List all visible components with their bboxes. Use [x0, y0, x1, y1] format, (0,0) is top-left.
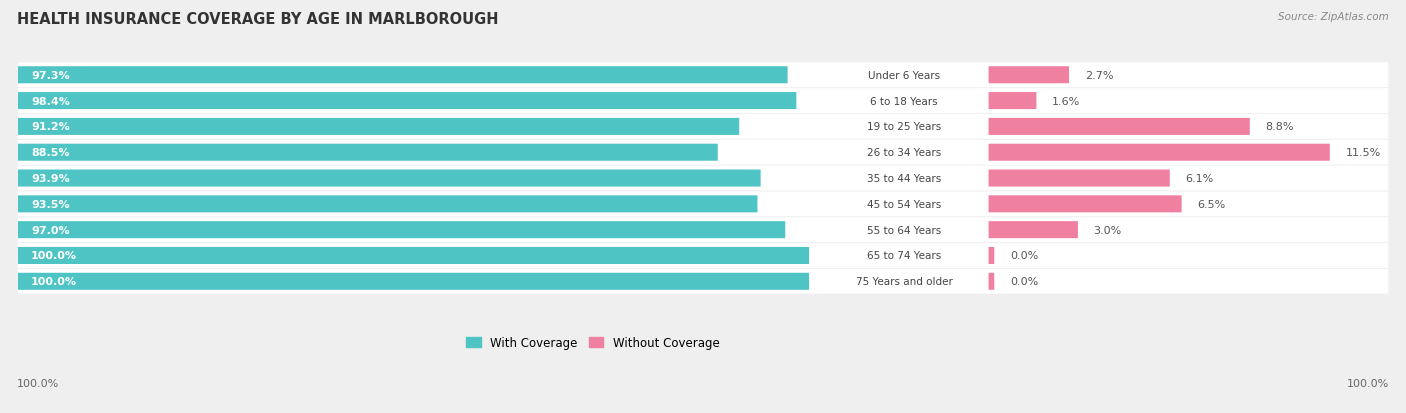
FancyBboxPatch shape: [988, 196, 1181, 213]
FancyBboxPatch shape: [18, 89, 1388, 114]
Text: 6.5%: 6.5%: [1198, 199, 1226, 209]
FancyBboxPatch shape: [18, 93, 796, 110]
Text: 45 to 54 Years: 45 to 54 Years: [868, 199, 941, 209]
FancyBboxPatch shape: [988, 144, 1330, 161]
Text: 100.0%: 100.0%: [31, 251, 77, 261]
Text: 11.5%: 11.5%: [1346, 148, 1381, 158]
Text: HEALTH INSURANCE COVERAGE BY AGE IN MARLBOROUGH: HEALTH INSURANCE COVERAGE BY AGE IN MARL…: [17, 12, 498, 27]
Text: 93.9%: 93.9%: [31, 173, 70, 184]
Legend: With Coverage, Without Coverage: With Coverage, Without Coverage: [467, 336, 720, 349]
Text: 35 to 44 Years: 35 to 44 Years: [868, 173, 941, 184]
Text: 3.0%: 3.0%: [1094, 225, 1122, 235]
FancyBboxPatch shape: [18, 244, 1388, 268]
FancyBboxPatch shape: [18, 218, 1388, 242]
FancyBboxPatch shape: [18, 269, 1388, 294]
FancyBboxPatch shape: [988, 247, 994, 264]
Text: 91.2%: 91.2%: [31, 122, 70, 132]
Text: 75 Years and older: 75 Years and older: [856, 277, 952, 287]
Text: 100.0%: 100.0%: [31, 277, 77, 287]
Text: 26 to 34 Years: 26 to 34 Years: [868, 148, 941, 158]
FancyBboxPatch shape: [18, 67, 787, 84]
Text: 1.6%: 1.6%: [1052, 96, 1080, 106]
Text: 2.7%: 2.7%: [1084, 71, 1114, 81]
FancyBboxPatch shape: [18, 273, 808, 290]
Text: 19 to 25 Years: 19 to 25 Years: [868, 122, 941, 132]
Text: 97.0%: 97.0%: [31, 225, 69, 235]
FancyBboxPatch shape: [18, 170, 761, 187]
FancyBboxPatch shape: [18, 192, 1388, 217]
Text: 6 to 18 Years: 6 to 18 Years: [870, 96, 938, 106]
FancyBboxPatch shape: [18, 115, 1388, 140]
Text: 55 to 64 Years: 55 to 64 Years: [868, 225, 941, 235]
Text: 0.0%: 0.0%: [1010, 251, 1038, 261]
FancyBboxPatch shape: [988, 119, 1250, 135]
Text: 6.1%: 6.1%: [1185, 173, 1213, 184]
Text: 88.5%: 88.5%: [31, 148, 69, 158]
FancyBboxPatch shape: [988, 273, 994, 290]
FancyBboxPatch shape: [988, 67, 1069, 84]
FancyBboxPatch shape: [18, 247, 808, 264]
FancyBboxPatch shape: [18, 144, 718, 161]
FancyBboxPatch shape: [988, 222, 1078, 239]
FancyBboxPatch shape: [988, 170, 1170, 187]
Text: 100.0%: 100.0%: [17, 378, 59, 388]
FancyBboxPatch shape: [18, 140, 1388, 165]
Text: Under 6 Years: Under 6 Years: [868, 71, 941, 81]
Text: 0.0%: 0.0%: [1010, 277, 1038, 287]
FancyBboxPatch shape: [988, 93, 1036, 110]
Text: 100.0%: 100.0%: [1347, 378, 1389, 388]
FancyBboxPatch shape: [18, 119, 740, 135]
Text: 98.4%: 98.4%: [31, 96, 70, 106]
FancyBboxPatch shape: [18, 196, 758, 213]
Text: 65 to 74 Years: 65 to 74 Years: [868, 251, 941, 261]
Text: 97.3%: 97.3%: [31, 71, 69, 81]
FancyBboxPatch shape: [18, 222, 785, 239]
Text: 8.8%: 8.8%: [1265, 122, 1294, 132]
Text: Source: ZipAtlas.com: Source: ZipAtlas.com: [1278, 12, 1389, 22]
FancyBboxPatch shape: [18, 63, 1388, 88]
Text: 93.5%: 93.5%: [31, 199, 69, 209]
FancyBboxPatch shape: [18, 166, 1388, 191]
